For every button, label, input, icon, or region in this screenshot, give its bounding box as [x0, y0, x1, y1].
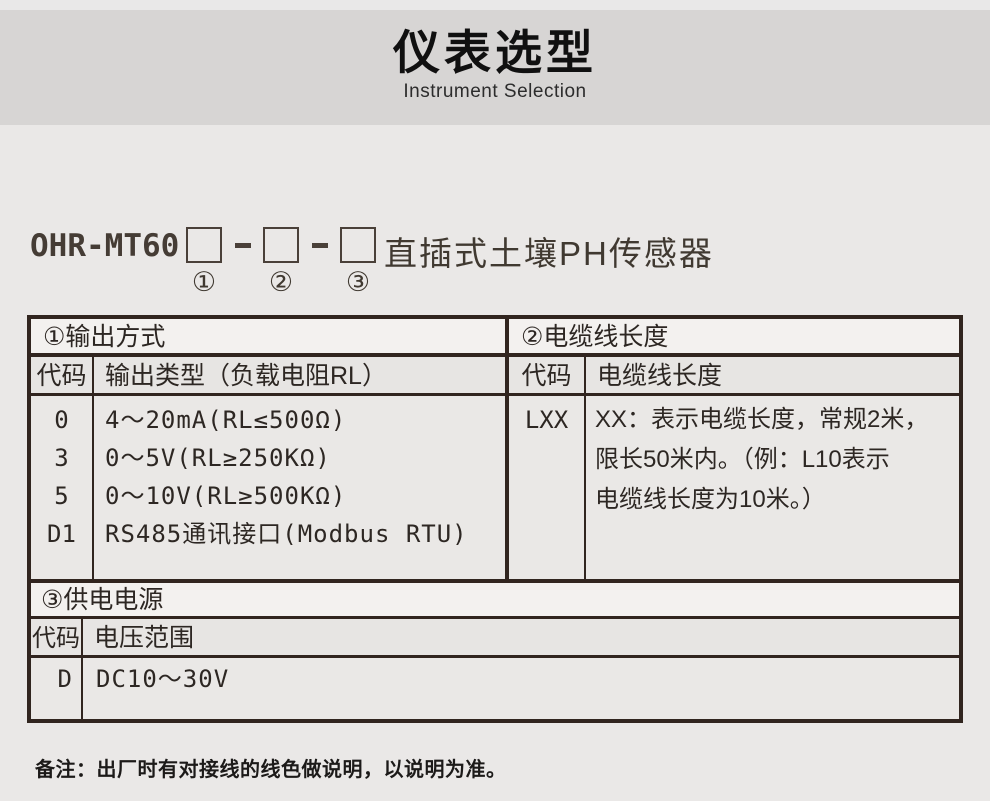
page-title: 仪表选型: [393, 26, 597, 79]
divider: [584, 357, 586, 393]
divider: [31, 616, 959, 619]
section-header-row: ①输出方式 ②电缆线长度: [31, 319, 959, 353]
model-prefix: OHR-MT60: [30, 228, 180, 264]
code-value: LXX: [524, 406, 569, 434]
top-strip: [0, 0, 990, 10]
divider: [31, 393, 959, 396]
section1-title: ①输出方式: [43, 323, 166, 351]
code-value: 0: [54, 406, 69, 434]
code-value: 5: [54, 482, 69, 510]
section2-codes: LXX: [509, 396, 584, 579]
divider: [505, 396, 509, 579]
divider: [31, 655, 959, 658]
section2-code-header: 代码: [521, 362, 572, 390]
model-option-box-2: [263, 227, 299, 263]
section3-desc-header: 电压范围: [94, 624, 195, 652]
remark-note: 备注：出厂时有对接线的线色做说明，以说明为准。: [35, 759, 507, 781]
desc-line: 限长50米内。（例：L10表示: [595, 446, 890, 473]
code-value: 3: [54, 444, 69, 472]
section1-codes: 0 3 5 D1: [31, 396, 92, 579]
model-option-box-1: [186, 227, 222, 263]
section3-title: ③供电电源: [41, 586, 164, 614]
code-value: D: [57, 665, 72, 693]
desc-value: 0～10V(RL≥500KΩ): [105, 482, 347, 510]
section1-code-header: 代码: [36, 362, 87, 390]
desc-value: 4～20mA(RL≤500Ω): [105, 406, 347, 434]
desc-line: XX：表示电缆长度，常规2米，: [595, 406, 929, 433]
divider: [584, 396, 586, 579]
model-option-box-3: [340, 227, 376, 263]
divider: [31, 353, 959, 357]
divider: [81, 658, 83, 719]
section3-code-header: 代码: [32, 625, 80, 652]
divider: [505, 319, 509, 353]
column-header-row: 代码 输出类型（负载电阻RL） 代码 电缆线长度: [31, 357, 959, 393]
divider: [505, 357, 509, 393]
model-box-label-1: ①: [191, 267, 217, 297]
section3-column-header-row: 代码 电压范围: [31, 619, 959, 655]
desc-value: 0～5V(RL≥250KΩ): [105, 444, 331, 472]
divider: [31, 579, 959, 583]
table-body-row: 0 3 5 D1 4～20mA(RL≤500Ω) 0～5V(RL≥250KΩ) …: [31, 396, 959, 579]
selection-table: ①输出方式 ②电缆线长度 代码 输出类型（负载电阻RL） 代码 电缆线长度 0 …: [27, 315, 963, 723]
model-box-label-3: ③: [345, 267, 371, 297]
section3-header-row: ③供电电源: [31, 583, 959, 616]
section2-title: ②电缆线长度: [521, 323, 669, 351]
section2-desc-header: 电缆线长度: [597, 362, 723, 390]
page-subtitle: Instrument Selection: [403, 80, 587, 102]
divider: [92, 357, 94, 393]
page-header: 仪表选型 Instrument Selection: [0, 10, 990, 125]
divider: [81, 619, 83, 655]
dash-icon: [312, 243, 328, 248]
section1-descriptions: 4～20mA(RL≤500Ω) 0～5V(RL≥250KΩ) 0～10V(RL≥…: [94, 396, 505, 579]
section2-descriptions: XX：表示电缆长度，常规2米， 限长50米内。（例：L10表示 电缆线长度为10…: [586, 396, 959, 579]
section1-desc-header: 输出类型（负载电阻RL）: [105, 362, 387, 390]
desc-value: RS485通讯接口(Modbus RTU): [105, 520, 468, 548]
code-value: D1: [47, 520, 76, 548]
desc-value: DC10～30V: [96, 665, 230, 693]
divider: [92, 396, 94, 579]
dash-icon: [235, 243, 251, 248]
model-box-label-2: ②: [268, 267, 294, 297]
model-suffix: 直插式土壤PH传感器: [384, 235, 714, 272]
section3-body-row: D DC10～30V: [31, 658, 959, 719]
desc-line: 电缆线长度为10米。）: [595, 486, 826, 513]
